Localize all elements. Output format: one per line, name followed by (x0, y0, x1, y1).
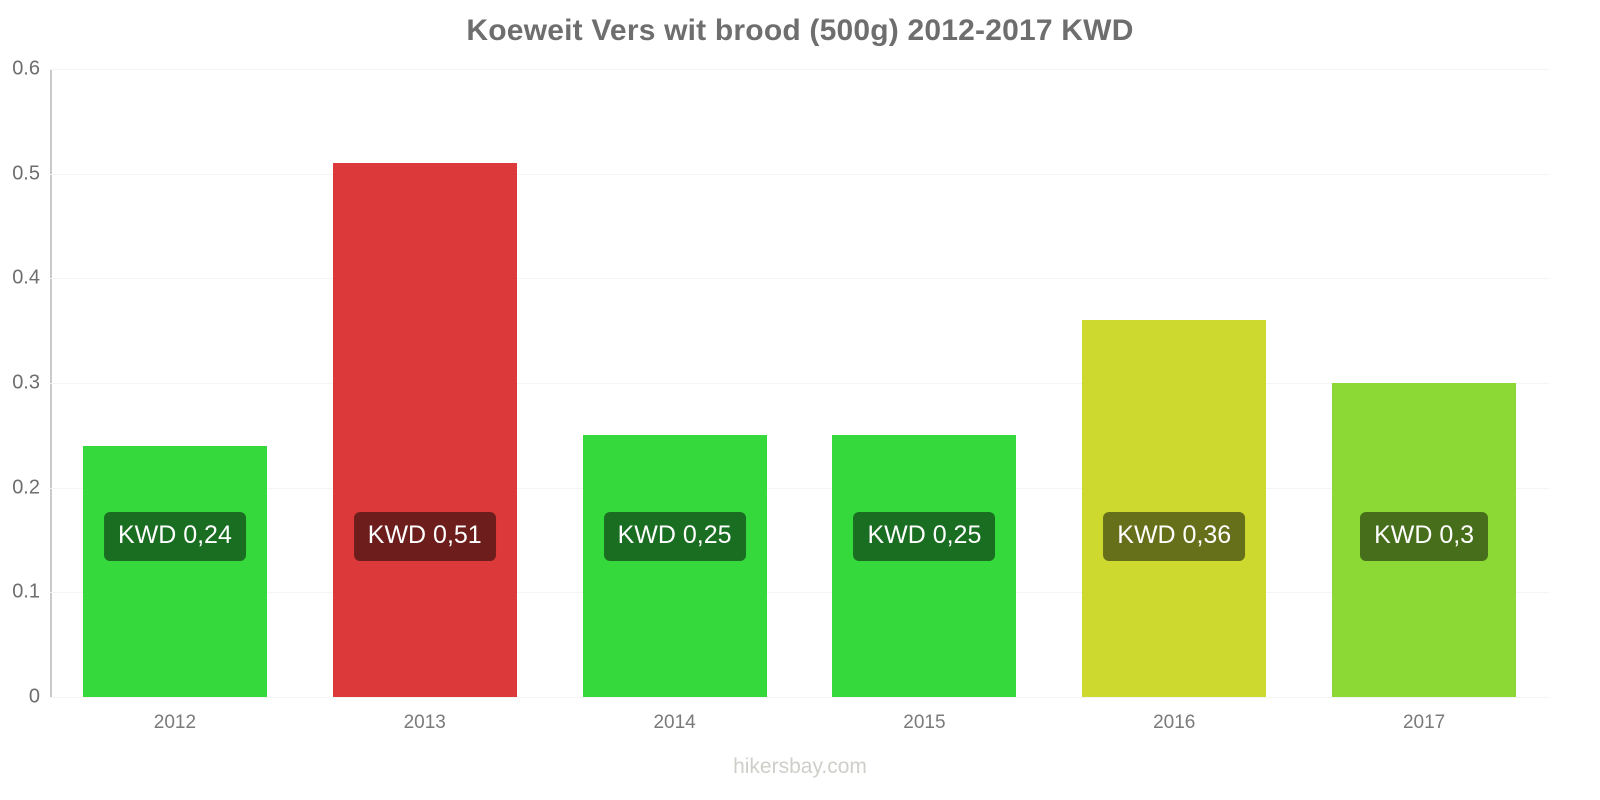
bar[interactable]: KWD 0,25 (832, 435, 1017, 697)
y-axis-tick-label: 0.4 (12, 266, 40, 289)
x-axis-tick-label: 2013 (403, 712, 446, 733)
bar[interactable]: KWD 0,51 (332, 163, 517, 697)
bar-value-label: KWD 0,25 (603, 512, 746, 561)
bar-value-label: KWD 0,25 (853, 512, 996, 561)
bar[interactable]: KWD 0,25 (582, 435, 767, 697)
y-axis-tick-label: 0.1 (12, 580, 40, 603)
footer-credit: hikersbay.com (733, 755, 867, 778)
bar-value-label: KWD 0,36 (1103, 512, 1246, 561)
gridline (50, 697, 1549, 698)
y-axis-tick-label: 0.3 (12, 371, 40, 394)
x-axis-tick-label: 2015 (903, 712, 946, 733)
y-axis-tick-label: 0.6 (12, 57, 40, 80)
gridline (50, 278, 1549, 280)
x-axis-tick-label: 2017 (1402, 712, 1446, 733)
bar[interactable]: KWD 0,36 (1082, 320, 1267, 697)
gridline (50, 69, 1549, 70)
gridline (50, 383, 1549, 384)
bar-value-label: KWD 0,3 (1360, 512, 1489, 561)
x-axis-tick-label: 2016 (1153, 712, 1196, 733)
x-axis-tick-label: 2012 (153, 712, 197, 733)
bar[interactable]: KWD 0,24 (82, 445, 267, 697)
bar-value-label: KWD 0,51 (353, 512, 496, 561)
gridline (50, 487, 1549, 489)
gridline (50, 173, 1549, 175)
chart-title: Koeweit Vers wit brood (500g) 2012-2017 … (466, 14, 1134, 47)
bar-value-label: KWD 0,24 (103, 512, 246, 561)
bar[interactable]: KWD 0,3 (1332, 383, 1517, 697)
plot-area: KWD 0,24 KWD 0,51 KWD 0,25 KWD 0,25 KWD 0,36… (50, 69, 1549, 698)
y-axis-tick-label: 0 (28, 685, 40, 708)
x-axis-tick-label: 2014 (653, 712, 696, 733)
gridline (50, 592, 1549, 594)
y-axis-tick-label: 0.5 (12, 162, 40, 185)
y-axis-tick-label: 0.2 (12, 476, 40, 499)
